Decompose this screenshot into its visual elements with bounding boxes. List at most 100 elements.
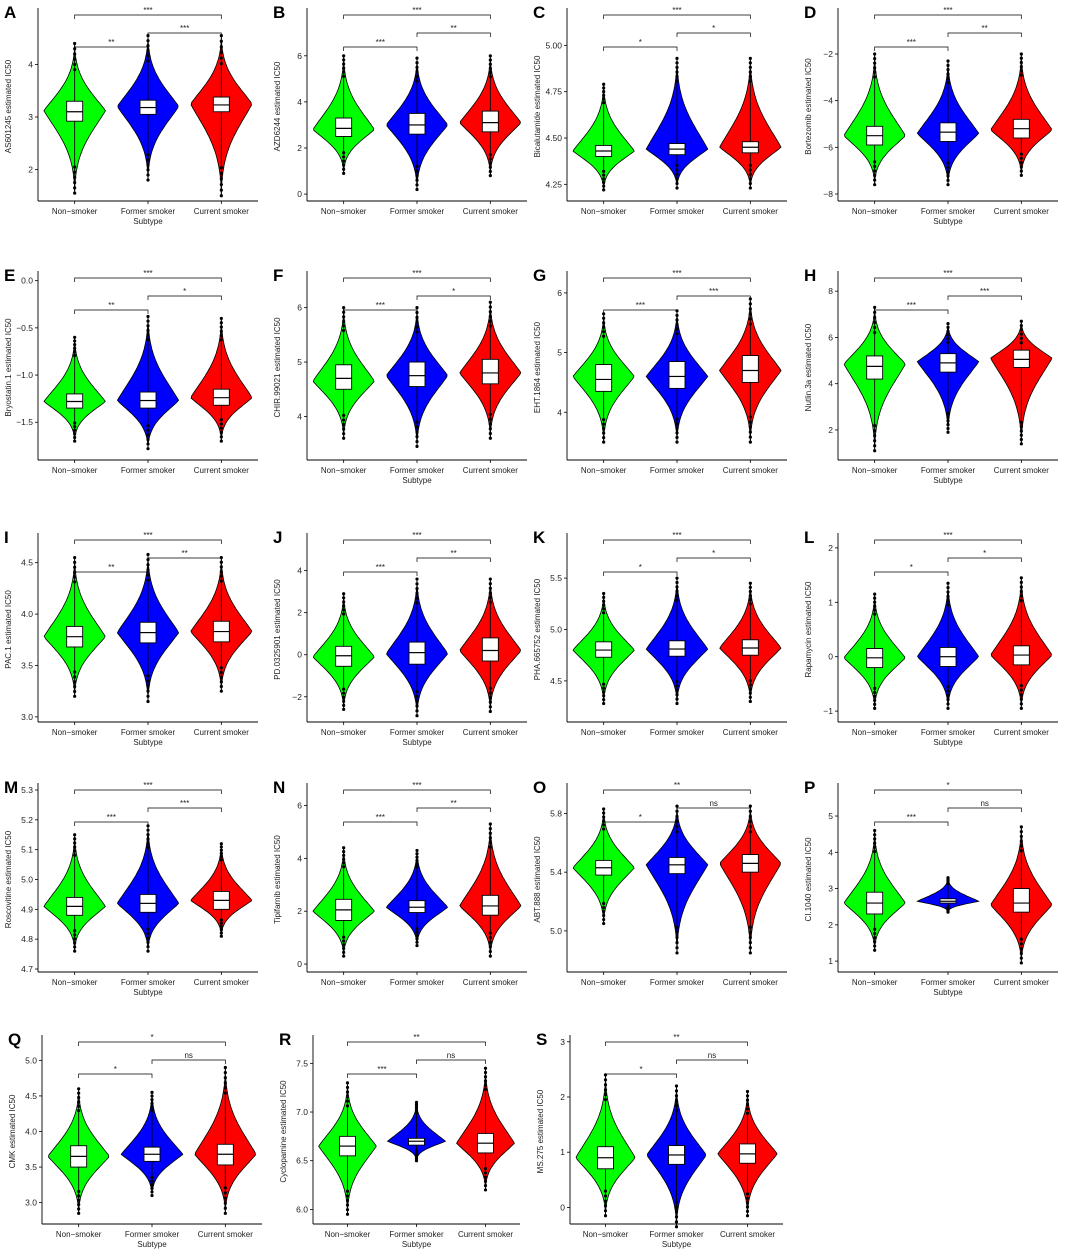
y-tick-label-l: −1 <box>823 706 833 716</box>
panel-f: F 4 5 6 Non−smoker Former smoker Current smoke… <box>273 266 527 485</box>
x-tick-label-s: Former smoker <box>649 1230 704 1239</box>
outlier-p-1 <box>873 845 877 849</box>
outlier-e-1 <box>73 342 77 347</box>
outlier-a-3 <box>219 194 223 198</box>
outlier-q-1 <box>77 1100 81 1104</box>
outlier-q-3 <box>223 1191 227 1195</box>
outlier-f-3 <box>488 319 492 323</box>
outlier-m-3 <box>219 928 223 932</box>
outlier-f-1 <box>342 324 346 328</box>
outlier-s-1 <box>603 1088 608 1092</box>
outlier-q-1 <box>77 1091 81 1095</box>
outlier-g-1 <box>602 427 606 431</box>
sig-bracket-l <box>874 571 949 576</box>
panel-letter-j: J <box>273 528 282 547</box>
outlier-c-2 <box>675 168 679 172</box>
outlier-n-2 <box>415 940 419 944</box>
outlier-e-2 <box>146 447 150 451</box>
outlier-g-1 <box>602 436 606 440</box>
outlier-f-2 <box>415 425 419 429</box>
x-tick-label-a: Former smoker <box>121 207 176 216</box>
outlier-a-3 <box>219 50 223 55</box>
y-axis-title-l: Rapamycin estimated IC50 <box>804 581 813 678</box>
outlier-s-2 <box>674 1220 679 1224</box>
outlier-h-3 <box>1019 341 1023 345</box>
y-tick-label-m: 5.0 <box>21 875 33 885</box>
y-tick-label-q: 4.5 <box>25 1091 37 1101</box>
outlier-o-3 <box>748 825 752 829</box>
outlier-p-3 <box>1019 937 1023 941</box>
y-tick-label-j: 2 <box>297 608 302 618</box>
outlier-s-2 <box>674 1210 679 1214</box>
outlier-r-1 <box>345 1203 350 1207</box>
outlier-n-3 <box>488 954 492 958</box>
sig-bracket-b <box>343 14 491 19</box>
y-tick-label-r: 6.5 <box>296 1156 308 1166</box>
outlier-n-2 <box>415 865 419 869</box>
outlier-m-2 <box>146 841 150 845</box>
outlier-c-1 <box>602 177 606 181</box>
outlier-s-1 <box>603 1078 608 1082</box>
sig-bracket-c <box>603 46 678 51</box>
outlier-b-2 <box>415 164 419 169</box>
outlier-j-1 <box>342 699 346 703</box>
outlier-n-1 <box>342 954 346 958</box>
sig-label-p: ns <box>980 799 988 808</box>
outlier-b-3 <box>488 161 492 165</box>
sig-bracket-e <box>74 277 222 282</box>
outlier-r-1 <box>345 1099 350 1103</box>
outlier-b-2 <box>415 79 419 83</box>
y-tick-label-g: 5 <box>557 348 562 358</box>
outlier-i-2 <box>146 699 150 704</box>
outlier-j-3 <box>488 709 492 714</box>
panel-n: N 0 2 4 6 Non−smoker Former smoker Current smok… <box>273 778 527 987</box>
outlier-i-1 <box>73 675 77 679</box>
outlier-n-2 <box>415 930 419 934</box>
sig-label-j: ** <box>451 549 457 558</box>
sig-label-s: * <box>639 1065 642 1074</box>
outlier-e-1 <box>73 346 77 350</box>
outlier-l-1 <box>873 592 877 596</box>
outlier-n-2 <box>415 858 419 863</box>
outlier-e-3 <box>219 435 223 439</box>
outlier-e-2 <box>146 328 150 333</box>
outlier-l-3 <box>1019 702 1023 706</box>
panel-letter-r: R <box>279 1030 291 1049</box>
outlier-d-3 <box>1019 165 1023 169</box>
y-axis-title-p: CI.1040 estimated IC50 <box>804 837 813 922</box>
sig-bracket-h <box>874 309 949 314</box>
outlier-j-1 <box>342 600 346 604</box>
outlier-n-3 <box>488 840 492 845</box>
outlier-c-3 <box>748 163 752 167</box>
outlier-q-2 <box>150 1183 154 1187</box>
outlier-p-3 <box>1019 844 1023 848</box>
y-tick-label-n: 4 <box>297 853 302 863</box>
outlier-i-2 <box>146 568 150 572</box>
outlier-l-2 <box>946 581 950 585</box>
outlier-a-1 <box>73 52 77 56</box>
sig-bracket-l <box>947 557 1022 562</box>
outlier-a-3 <box>219 182 223 187</box>
outlier-g-3 <box>748 317 752 321</box>
outlier-e-2 <box>146 423 150 428</box>
outlier-r-1 <box>345 1081 350 1085</box>
y-tick-label-r: 7.5 <box>296 1058 308 1068</box>
outlier-e-2 <box>146 442 150 446</box>
outlier-j-3 <box>488 595 492 600</box>
outlier-d-3 <box>1019 69 1023 73</box>
outlier-b-1 <box>342 151 346 155</box>
outlier-f-2 <box>415 306 419 310</box>
outlier-o-1 <box>602 917 606 922</box>
y-tick-label-d: −2 <box>823 49 833 59</box>
outlier-m-1 <box>73 853 77 857</box>
outlier-a-1 <box>73 68 77 72</box>
outlier-p-1 <box>873 936 877 940</box>
sig-label-f: * <box>452 287 455 296</box>
outlier-k-3 <box>748 581 752 585</box>
outlier-p-1 <box>873 931 877 936</box>
outlier-e-3 <box>219 418 223 422</box>
outlier-l-3 <box>1019 688 1023 692</box>
outlier-p-1 <box>873 837 877 841</box>
sig-label-h: *** <box>980 287 989 296</box>
